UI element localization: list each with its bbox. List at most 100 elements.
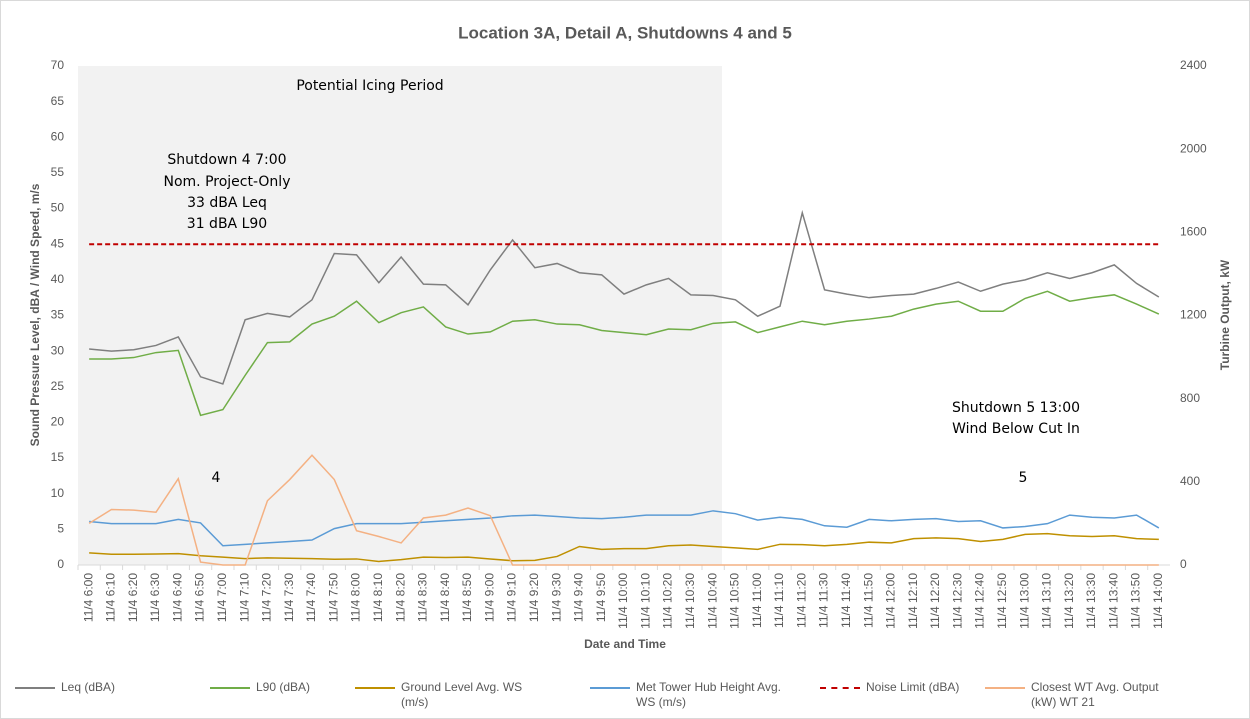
y-axis-title: Sound Pressure Level, dBA / Wind Speed, …: [28, 183, 42, 446]
x-tick-label: 11/4 6:20: [126, 573, 140, 622]
legend-swatch: [985, 687, 1025, 689]
x-tick-label: 11/4 10:40: [705, 573, 719, 629]
x-tick-label: 11/4 13:30: [1084, 573, 1098, 629]
x-tick-label: 11/4 9:00: [482, 573, 496, 622]
y2-tick-label: 2400: [1180, 58, 1207, 72]
legend-swatch: [590, 687, 630, 689]
x-tick-label: 11/4 10:00: [616, 573, 630, 629]
x-tick-label: 11/4 13:00: [1017, 573, 1031, 629]
y-tick-label: 0: [57, 557, 64, 571]
y-tick-label: 60: [51, 129, 65, 143]
annotation: Shutdown 4 7:00: [167, 152, 286, 168]
annotation: Shutdown 5 13:00: [952, 400, 1080, 416]
y-tick-label: 30: [51, 343, 65, 357]
legend-label: Leq (dBA): [61, 680, 116, 694]
series-line: [89, 209, 1160, 385]
annotation: Potential Icing Period: [296, 78, 443, 94]
y2-tick-label: 400: [1180, 474, 1200, 488]
x-tick-label: 11/4 6:40: [170, 573, 184, 622]
x-tick-label: 11/4 12:30: [950, 573, 964, 629]
y2-tick-label: 1600: [1180, 225, 1207, 239]
x-tick-label: 11/4 6:30: [148, 573, 162, 622]
x-tick-label: 11/4 6:50: [193, 573, 207, 622]
x-tick-label: 11/4 8:40: [438, 573, 452, 622]
x-tick-label: 11/4 9:20: [527, 573, 541, 622]
x-tick-label: 11/4 7:40: [304, 573, 318, 622]
series-line: [89, 532, 1159, 563]
x-tick-label: 11/4 9:10: [505, 573, 519, 622]
x-tick-label: 11/4 9:50: [594, 573, 608, 622]
legend-item: Noise Limit (dBA): [820, 680, 1016, 695]
x-tick-label: 11/4 6:00: [81, 573, 95, 622]
annotation: 5: [1019, 470, 1028, 486]
y2-axis-title: Turbine Output, kW: [1218, 259, 1232, 370]
chart-title: Location 3A, Detail A, Shutdowns 4 and 5: [458, 23, 792, 42]
y-tick-label: 15: [51, 450, 65, 464]
y2-tick-label: 1200: [1180, 308, 1207, 322]
y-tick-label: 65: [51, 94, 65, 108]
legend-swatch: [15, 687, 55, 689]
x-tick-label: 11/4 11:20: [794, 573, 808, 628]
legend-item: L90 (dBA): [210, 680, 406, 695]
legend-label: L90 (dBA): [256, 680, 311, 694]
x-tick-label: 11/4 9:30: [549, 573, 563, 622]
x-tick-label: 11/4 12:50: [995, 573, 1009, 629]
y-tick-label: 45: [51, 236, 65, 250]
x-tick-label: 11/4 8:50: [460, 573, 474, 622]
y-tick-label: 50: [51, 201, 65, 215]
x-tick-label: 11/4 12:40: [973, 573, 987, 629]
annotation: Nom. Project-Only: [164, 174, 291, 190]
legend-swatch: [820, 687, 860, 689]
annotation: Wind Below Cut In: [952, 421, 1080, 437]
legend-swatch: [210, 687, 250, 689]
y-tick-label: 35: [51, 308, 65, 322]
legend-swatch: [355, 687, 395, 689]
x-tick-label: 11/4 7:20: [260, 573, 274, 622]
legend-label: Ground Level Avg. WS (m/s): [401, 680, 523, 709]
x-tick-label: 11/4 12:00: [884, 573, 898, 629]
y-tick-label: 40: [51, 272, 65, 286]
x-tick-label: 11/4 7:30: [282, 573, 296, 622]
y2-tick-label: 0: [1180, 557, 1187, 571]
series-line: [88, 454, 1159, 566]
legend-label: Met Tower Hub Height Avg. WS (m/s): [636, 680, 781, 709]
y-tick-label: 25: [51, 379, 65, 393]
x-tick-label: 11/4 13:20: [1062, 573, 1076, 629]
legend-item: Closest WT Avg. Output (kW) WT 21: [985, 680, 1181, 710]
x-tick-label: 11/4 8:00: [349, 573, 363, 622]
y-tick-label: 10: [51, 486, 65, 500]
series-line: [89, 290, 1160, 417]
x-tick-label: 11/4 10:30: [683, 573, 697, 629]
x-tick-label: 11/4 9:40: [572, 573, 586, 622]
x-tick-label: 11/4 13:50: [1129, 573, 1143, 629]
y-tick-label: 55: [51, 165, 65, 179]
y2-tick-label: 800: [1180, 391, 1200, 405]
series-line: [89, 510, 1160, 547]
legend-item: Met Tower Hub Height Avg. WS (m/s): [590, 680, 786, 710]
x-tick-label: 11/4 14:00: [1151, 573, 1165, 629]
x-tick-label: 11/4 12:10: [906, 573, 920, 629]
annotation: 4: [212, 470, 221, 486]
y-tick-label: 20: [51, 415, 65, 429]
x-tick-label: 11/4 8:30: [416, 573, 430, 622]
x-tick-label: 11/4 10:20: [661, 573, 675, 629]
y-tick-label: 5: [57, 522, 64, 536]
x-tick-label: 11/4 11:00: [750, 573, 764, 628]
x-tick-label: 11/4 10:50: [728, 573, 742, 629]
x-tick-label: 11/4 8:10: [371, 573, 385, 622]
x-tick-label: 11/4 10:10: [638, 573, 652, 629]
x-tick-label: 11/4 7:50: [326, 573, 340, 622]
legend-item: Ground Level Avg. WS (m/s): [355, 680, 551, 710]
annotation: 33 dBA Leq: [187, 195, 267, 211]
x-tick-label: 11/4 11:50: [861, 573, 875, 628]
annotation: 31 dBA L90: [187, 216, 267, 232]
x-tick-label: 11/4 11:40: [839, 573, 853, 628]
y-tick-label: 70: [51, 58, 65, 72]
x-tick-label: 11/4 12:20: [928, 573, 942, 629]
x-tick-label: 11/4 8:20: [393, 573, 407, 622]
y2-tick-label: 2000: [1180, 141, 1207, 155]
x-tick-label: 11/4 7:10: [237, 573, 251, 622]
x-tick-label: 11/4 13:40: [1106, 573, 1120, 629]
